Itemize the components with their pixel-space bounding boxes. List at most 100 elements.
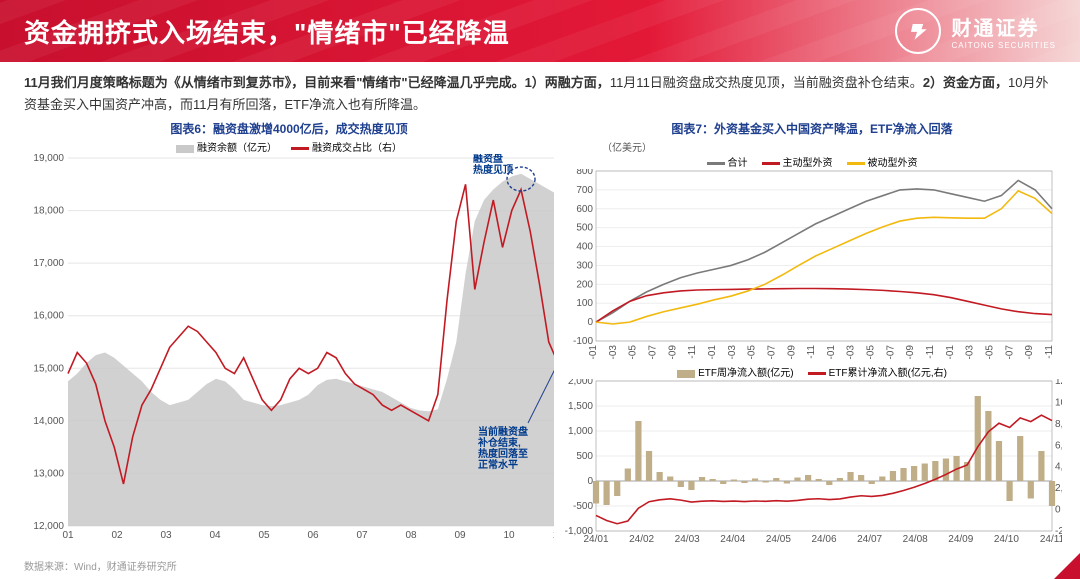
svg-text:02: 02: [111, 530, 123, 541]
chart7-bottom-svg: -1,000-50005001,0001,5002,000-2,00002,00…: [562, 379, 1062, 547]
svg-text:18,000: 18,000: [33, 206, 64, 217]
chart6-legend-swatch-0: [176, 145, 194, 153]
chart6-svg: 12,00013,00014,00015,00016,00017,00018,0…: [24, 154, 554, 542]
svg-text:4,000: 4,000: [1055, 462, 1062, 473]
svg-text:24/01: 24/01: [583, 534, 608, 545]
svg-text:24/06: 24/06: [811, 534, 836, 545]
svg-text:500: 500: [576, 451, 593, 462]
chart7-top-legend-sw-2: [847, 162, 865, 165]
chart7-title: 图表7：外资基金买入中国资产降温，ETF净流入回落: [562, 120, 1062, 137]
chart7-top-legend: 合计 主动型外资 被动型外资: [562, 154, 1062, 169]
svg-text:16,000: 16,000: [33, 311, 64, 322]
svg-text:2021-11: 2021-11: [687, 345, 698, 359]
brand-name-cn: 财通证券: [951, 12, 1056, 41]
svg-text:2023-05: 2023-05: [866, 345, 877, 359]
svg-text:2022-03: 2022-03: [727, 345, 738, 359]
chart7-bot-legend-sw-1: [808, 372, 826, 375]
svg-text:06: 06: [307, 530, 319, 541]
svg-text:600: 600: [576, 204, 593, 215]
chart7-bot-legend-sw-0: [677, 370, 695, 378]
svg-text:2023-11: 2023-11: [925, 345, 936, 359]
svg-text:2023-09: 2023-09: [905, 345, 916, 359]
para-bold-1: 11月我们月度策略标题为《从情绪市到复苏市》，目前来看"情绪市"已经降温几乎完成…: [24, 75, 610, 90]
svg-text:2022-05: 2022-05: [747, 345, 758, 359]
svg-text:6,000: 6,000: [1055, 440, 1062, 451]
svg-text:03: 03: [160, 530, 172, 541]
svg-text:2021-07: 2021-07: [647, 345, 658, 359]
svg-text:2024-09: 2024-09: [1024, 345, 1035, 359]
svg-text:12,000: 12,000: [33, 521, 64, 532]
para-plain-1: 11月11日融资盘成交热度见顶，当前融资盘补仓结束。: [610, 75, 923, 90]
summary-paragraph: 11月我们月度策略标题为《从情绪市到复苏市》，目前来看"情绪市"已经降温几乎完成…: [0, 62, 1080, 120]
svg-text:补仓结束,: 补仓结束,: [477, 436, 521, 449]
svg-text:2021-03: 2021-03: [608, 345, 619, 359]
svg-text:2,000: 2,000: [1055, 483, 1062, 494]
chart7-top-ylabel: （亿美元）: [562, 139, 1062, 154]
svg-text:1,500: 1,500: [568, 401, 593, 412]
svg-text:17,000: 17,000: [33, 258, 64, 269]
svg-text:0: 0: [1055, 505, 1061, 516]
svg-text:13,000: 13,000: [33, 469, 64, 480]
svg-text:8,000: 8,000: [1055, 419, 1062, 430]
chart7-bot-legend-0: ETF周净流入额(亿元): [698, 368, 794, 379]
chart7-top-legend-1: 主动型外资: [783, 158, 833, 169]
svg-text:0: 0: [587, 317, 593, 328]
svg-text:2024-07: 2024-07: [1004, 345, 1015, 359]
svg-text:15,000: 15,000: [33, 363, 64, 374]
svg-text:-500: -500: [573, 501, 593, 512]
svg-text:300: 300: [576, 261, 593, 272]
brand-logo-icon: [895, 8, 941, 54]
svg-text:2023-01: 2023-01: [826, 345, 837, 359]
corner-triangle-icon: [1054, 553, 1080, 579]
chart7-panel: 图表7：外资基金买入中国资产降温，ETF净流入回落 （亿美元） 合计 主动型外资…: [562, 120, 1062, 552]
svg-text:08: 08: [405, 530, 417, 541]
svg-text:热度见顶: 热度见顶: [473, 163, 513, 176]
svg-text:0: 0: [587, 476, 593, 487]
svg-text:24/10: 24/10: [994, 534, 1019, 545]
svg-text:100: 100: [576, 298, 593, 309]
svg-text:2021-01: 2021-01: [588, 345, 599, 359]
svg-text:2022-09: 2022-09: [786, 345, 797, 359]
svg-text:04: 04: [209, 530, 221, 541]
svg-text:800: 800: [576, 169, 593, 177]
chart7-top-svg: -10001002003004005006007008002021-012021…: [562, 169, 1062, 359]
svg-text:24/09: 24/09: [948, 534, 973, 545]
chart6-legend-label-1: 融资成交占比（右）: [312, 143, 402, 154]
chart7-top-legend-sw-1: [762, 162, 780, 165]
svg-text:2021-09: 2021-09: [667, 345, 678, 359]
brand-block: 财通证券 CAITONG SECURITIES: [895, 8, 1056, 54]
svg-text:2024-05: 2024-05: [985, 345, 996, 359]
svg-text:融资盘: 融资盘: [473, 154, 503, 165]
svg-text:正常水平: 正常水平: [478, 458, 518, 471]
chart7-bottom-legend: ETF周净流入额(亿元) ETF累计净流入额(亿元,右): [562, 364, 1062, 379]
svg-text:24/07: 24/07: [857, 534, 882, 545]
chart7-top-legend-2: 被动型外资: [868, 158, 918, 169]
chart7-bot-legend-1: ETF累计净流入额(亿元,右): [829, 368, 947, 379]
svg-text:2023-07: 2023-07: [885, 345, 896, 359]
svg-text:2024-11: 2024-11: [1044, 345, 1055, 359]
svg-text:当前融资盘: 当前融资盘: [478, 425, 528, 438]
svg-text:2024-01: 2024-01: [945, 345, 956, 359]
chart6-panel: 图表6：融资盘激增4000亿后，成交热度见顶 融资余额（亿元） 融资成交占比（右…: [24, 120, 554, 552]
svg-text:2021-05: 2021-05: [628, 345, 639, 359]
svg-text:24/11: 24/11: [1040, 534, 1062, 545]
svg-text:07: 07: [356, 530, 368, 541]
svg-text:2023-03: 2023-03: [846, 345, 857, 359]
chart6-legend-swatch-1: [291, 147, 309, 150]
chart6-legend-label-0: 融资余额（亿元）: [197, 143, 277, 154]
svg-text:12,000: 12,000: [1055, 379, 1062, 387]
svg-text:10,000: 10,000: [1055, 398, 1062, 409]
svg-text:24/03: 24/03: [675, 534, 700, 545]
svg-text:19,000: 19,000: [33, 154, 64, 164]
para-bold-2: 2）资金方面，: [923, 75, 1008, 90]
brand-name-en: CAITONG SECURITIES: [951, 41, 1056, 50]
chart6-legend: 融资余额（亿元） 融资成交占比（右）: [24, 139, 554, 154]
page-title: 资金拥挤式入场结束，"情绪市"已经降温: [24, 13, 510, 50]
svg-text:1,000: 1,000: [568, 426, 593, 437]
data-source: 数据来源：Wind，财通证券研究所: [24, 558, 177, 573]
svg-text:24/02: 24/02: [629, 534, 654, 545]
svg-text:10: 10: [503, 530, 515, 541]
svg-text:500: 500: [576, 223, 593, 234]
svg-text:400: 400: [576, 242, 593, 253]
svg-text:700: 700: [576, 185, 593, 196]
